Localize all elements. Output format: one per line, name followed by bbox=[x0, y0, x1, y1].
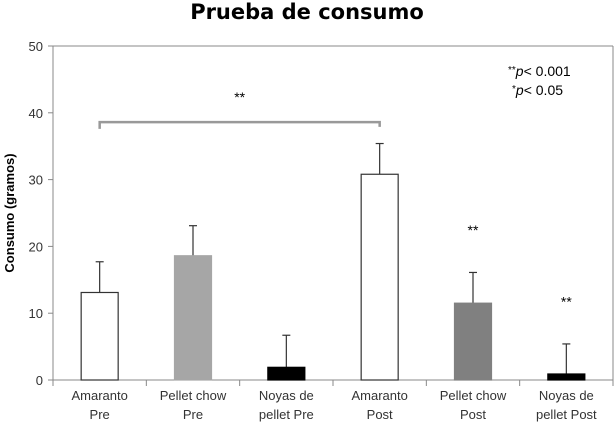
x-category-label: pellet Pre bbox=[259, 407, 314, 422]
x-category-label: Noyas de bbox=[259, 388, 314, 403]
chart-title: Prueba de consumo bbox=[190, 0, 424, 24]
x-category-label: Pre bbox=[183, 407, 203, 422]
x-category-label: Amaranto bbox=[71, 388, 127, 403]
y-tick-label: 0 bbox=[36, 373, 43, 388]
x-category-label: Noyas de bbox=[539, 388, 594, 403]
bar-4 bbox=[453, 302, 493, 381]
y-tick-label: 10 bbox=[29, 306, 43, 321]
significance-label: ** bbox=[468, 222, 479, 238]
x-category-label: Post bbox=[460, 407, 486, 422]
p-value-note: *p< 0.05 bbox=[512, 82, 563, 98]
x-category-label: Pellet chow bbox=[440, 388, 507, 403]
y-tick-label: 20 bbox=[29, 239, 43, 254]
x-category-label: Pre bbox=[90, 407, 110, 422]
y-axis-label: Consumo (gramos) bbox=[2, 153, 17, 272]
x-category-label: pellet Post bbox=[536, 407, 597, 422]
significance-bracket bbox=[98, 120, 381, 129]
y-tick-label: 30 bbox=[29, 173, 43, 188]
significance-label: ** bbox=[561, 294, 572, 310]
bar-5 bbox=[547, 373, 586, 381]
x-category-label: Pellet chow bbox=[160, 388, 227, 403]
bar-0 bbox=[80, 291, 119, 381]
y-tick-label: 40 bbox=[29, 106, 43, 121]
x-category-label: Post bbox=[367, 407, 393, 422]
p-value-note: **p< 0.001 bbox=[508, 63, 571, 79]
bar-2 bbox=[267, 366, 306, 381]
significance-label: ** bbox=[234, 89, 245, 105]
x-category-label: Amaranto bbox=[351, 388, 407, 403]
bar-3 bbox=[360, 173, 399, 381]
bar-1 bbox=[173, 255, 213, 381]
y-tick-label: 50 bbox=[29, 39, 43, 54]
